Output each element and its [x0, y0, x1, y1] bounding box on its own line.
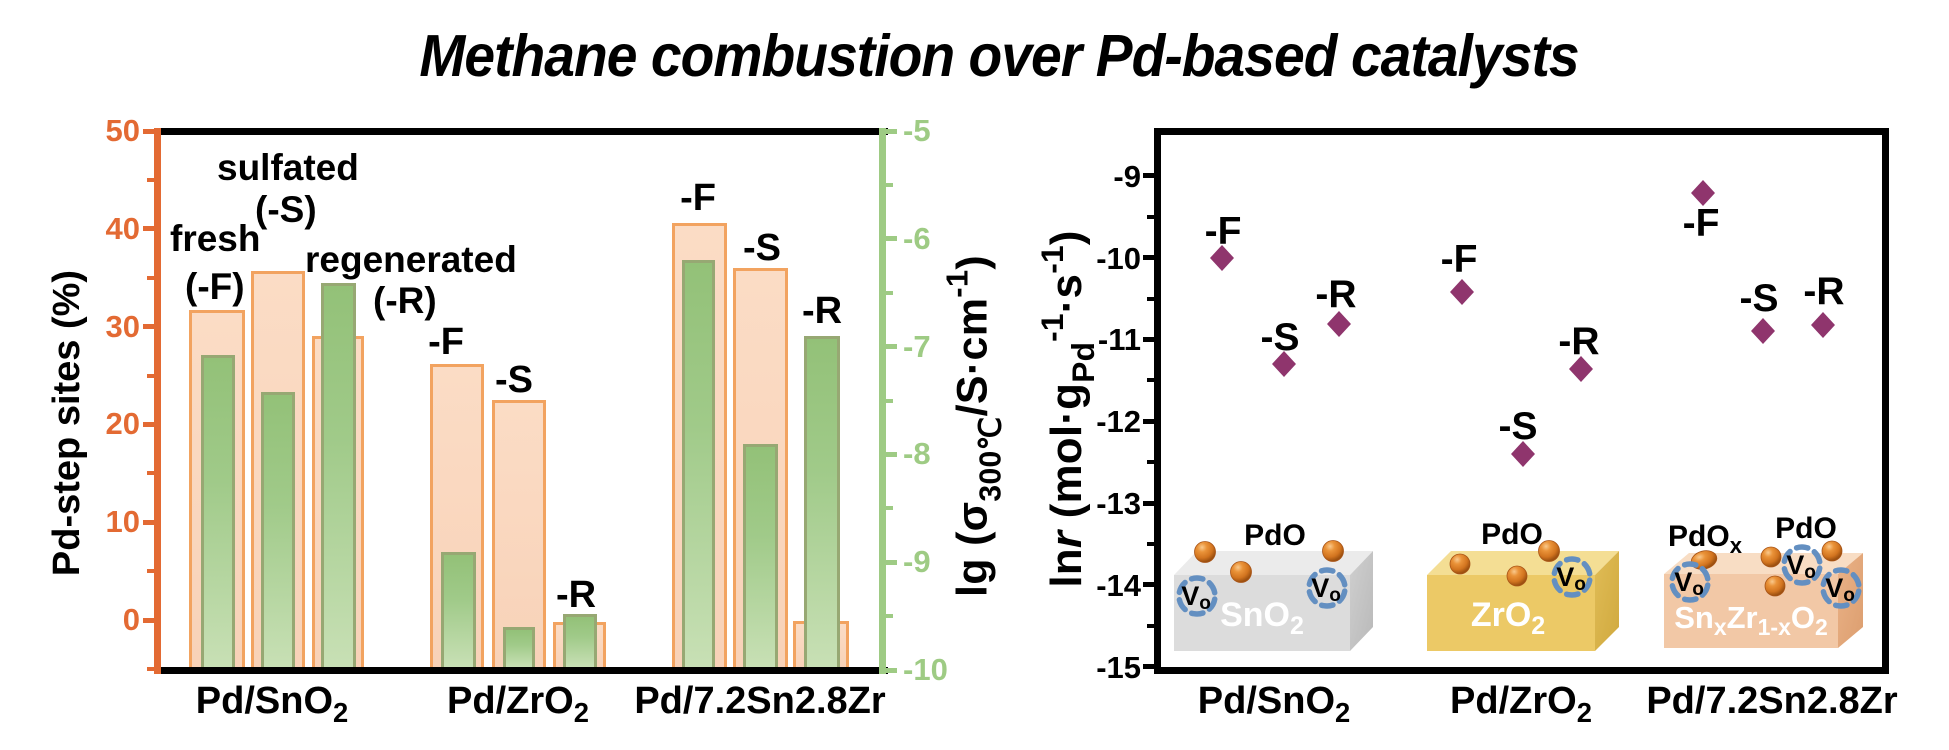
svg-text:PdO: PdO — [1775, 512, 1837, 545]
svg-text:PdO: PdO — [1481, 518, 1543, 551]
svg-text:SnO2: SnO2 — [1220, 596, 1304, 640]
svg-text:PdO: PdO — [1244, 519, 1306, 552]
svg-text:SnxZr1-xO2: SnxZr1-xO2 — [1674, 600, 1828, 640]
svg-text:PdOx: PdOx — [1668, 520, 1743, 558]
